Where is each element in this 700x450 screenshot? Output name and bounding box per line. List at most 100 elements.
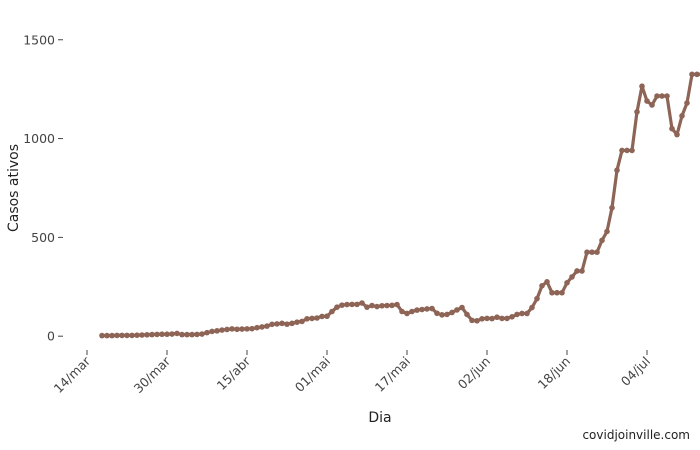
data-point (154, 331, 160, 338)
data-point (409, 308, 415, 315)
data-point (649, 102, 655, 108)
data-point (584, 249, 590, 255)
plot-area: 14/mar 30/mar 15/abr 01/mai 17/mai 02/jun 18/j… (23, 32, 700, 396)
data-point (449, 309, 455, 316)
y-tick-label: 0 (47, 329, 55, 344)
data-point (104, 332, 110, 339)
series-points (99, 71, 700, 339)
data-point (524, 310, 530, 317)
data-point (329, 308, 335, 315)
data-point (114, 332, 120, 339)
data-point (259, 324, 265, 330)
data-point (289, 320, 295, 327)
data-point (604, 228, 610, 235)
data-point (684, 100, 690, 106)
data-point (624, 147, 630, 154)
data-point (314, 315, 320, 321)
data-point (519, 310, 525, 317)
y-tick-label: 1000 (23, 131, 55, 146)
data-point (464, 311, 470, 318)
data-point (384, 302, 390, 309)
data-point (124, 332, 130, 339)
data-point (369, 302, 375, 309)
data-point (679, 113, 685, 119)
data-point (129, 332, 135, 339)
data-point (174, 330, 180, 337)
data-point (209, 328, 215, 335)
data-point (224, 326, 230, 333)
data-point (454, 307, 460, 313)
data-point (244, 326, 250, 332)
data-point (479, 316, 485, 322)
data-point (589, 249, 595, 255)
data-point (594, 249, 600, 255)
data-point (544, 279, 550, 285)
data-point (364, 304, 370, 310)
data-point (359, 300, 365, 306)
data-point (614, 167, 620, 173)
data-point (659, 93, 665, 99)
data-point (644, 98, 650, 104)
data-point (429, 305, 435, 312)
data-point (694, 71, 700, 78)
data-point (439, 312, 445, 318)
data-point (534, 295, 540, 302)
data-point (134, 332, 140, 339)
data-point (169, 331, 175, 337)
y-tick-label: 500 (31, 230, 55, 245)
data-point (334, 304, 340, 310)
data-point (219, 327, 225, 333)
data-point (279, 320, 285, 327)
x-tick-label: 01/mai (292, 354, 333, 395)
data-point (379, 302, 385, 309)
data-point (204, 329, 210, 336)
x-tick-label: 15/abr (214, 353, 254, 393)
data-point (249, 325, 255, 332)
data-point (394, 301, 400, 308)
data-point (194, 331, 200, 338)
data-point (514, 311, 520, 318)
data-point (509, 314, 515, 320)
data-point (274, 321, 280, 327)
data-point (599, 237, 605, 244)
data-point (619, 147, 625, 154)
data-point (319, 313, 325, 320)
data-point (139, 332, 145, 338)
data-point (229, 326, 235, 332)
x-tick-label: 14/mar (51, 353, 94, 396)
y-tick-label: 1500 (23, 32, 55, 47)
y-axis-title: Casos ativos (6, 144, 22, 232)
data-point (569, 274, 575, 280)
data-point (664, 93, 670, 99)
data-point (639, 83, 645, 89)
data-point (324, 313, 330, 320)
data-point (349, 301, 355, 308)
data-point (539, 283, 545, 289)
data-point (309, 315, 315, 322)
x-tick-label: 04/jul (618, 354, 653, 389)
data-point (669, 125, 675, 132)
x-tick-label: 30/mar (131, 353, 174, 396)
data-point (489, 315, 495, 322)
series-line (100, 72, 700, 338)
data-point (239, 326, 245, 332)
data-point (654, 93, 660, 99)
x-axis: 14/mar 30/mar 15/abr 01/mai 17/mai 02/jun 18/j… (51, 350, 653, 396)
y-axis: 0 500 1000 1500 (23, 32, 63, 344)
data-point (499, 315, 505, 322)
data-point (214, 328, 220, 334)
data-point (294, 319, 300, 325)
data-point (484, 315, 490, 322)
data-point (184, 331, 190, 338)
data-point (424, 306, 430, 312)
data-point (559, 289, 565, 296)
data-point (264, 323, 270, 329)
data-point (494, 314, 500, 321)
data-point (609, 204, 615, 211)
data-point (339, 302, 345, 308)
x-axis-title: Dia (368, 410, 391, 426)
data-point (674, 131, 680, 138)
data-point (234, 326, 240, 333)
data-point (579, 268, 585, 274)
data-point (474, 317, 480, 324)
